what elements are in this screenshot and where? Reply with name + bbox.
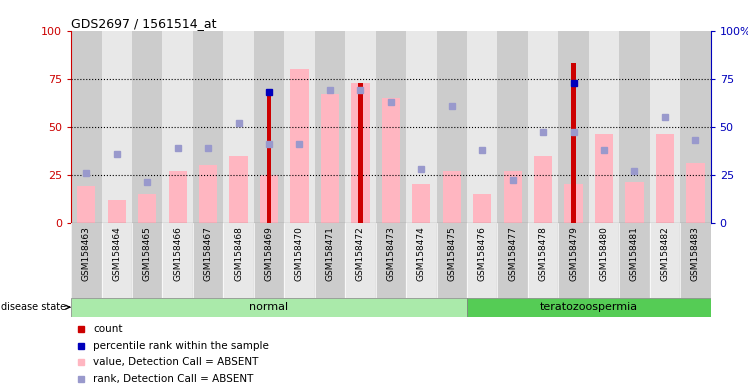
Bar: [108, 200, 126, 223]
Bar: [589, 31, 619, 223]
Bar: [352, 83, 370, 223]
Bar: [284, 223, 315, 298]
Text: GSM158464: GSM158464: [112, 227, 121, 281]
Bar: [503, 171, 522, 223]
Text: GSM158482: GSM158482: [660, 227, 669, 281]
Bar: [315, 31, 345, 223]
Bar: [497, 223, 528, 298]
Bar: [260, 175, 278, 223]
Text: GSM158470: GSM158470: [295, 227, 304, 281]
Text: GSM158469: GSM158469: [265, 227, 274, 281]
Bar: [589, 223, 619, 298]
Bar: [686, 163, 705, 223]
Text: GDS2697 / 1561514_at: GDS2697 / 1561514_at: [71, 17, 217, 30]
Text: normal: normal: [249, 302, 289, 312]
Text: value, Detection Call = ABSENT: value, Detection Call = ABSENT: [94, 358, 259, 367]
Bar: [437, 223, 467, 298]
Text: count: count: [94, 324, 123, 334]
Text: GSM158474: GSM158474: [417, 227, 426, 281]
Bar: [224, 31, 254, 223]
Bar: [565, 184, 583, 223]
Text: GSM158472: GSM158472: [356, 227, 365, 281]
Bar: [412, 184, 430, 223]
Bar: [406, 31, 437, 223]
Text: GSM158475: GSM158475: [447, 227, 456, 281]
Bar: [571, 63, 576, 223]
Bar: [71, 298, 467, 317]
Bar: [375, 223, 406, 298]
Bar: [625, 182, 643, 223]
Bar: [321, 94, 339, 223]
Bar: [467, 31, 497, 223]
Bar: [656, 134, 674, 223]
Bar: [345, 31, 375, 223]
Bar: [102, 31, 132, 223]
Text: GSM158467: GSM158467: [203, 227, 212, 281]
Bar: [473, 194, 491, 223]
Text: GSM158477: GSM158477: [508, 227, 517, 281]
Bar: [619, 223, 650, 298]
Text: teratozoospermia: teratozoospermia: [540, 302, 638, 312]
Bar: [77, 186, 96, 223]
Bar: [138, 194, 156, 223]
Bar: [230, 156, 248, 223]
Bar: [290, 69, 309, 223]
Bar: [534, 156, 552, 223]
Bar: [467, 298, 711, 317]
Text: GSM158468: GSM158468: [234, 227, 243, 281]
Bar: [102, 223, 132, 298]
Bar: [162, 31, 193, 223]
Bar: [595, 134, 613, 223]
Bar: [254, 31, 284, 223]
Bar: [71, 223, 102, 298]
Bar: [443, 171, 461, 223]
Bar: [168, 171, 187, 223]
Text: GSM158483: GSM158483: [691, 227, 700, 281]
Bar: [406, 223, 437, 298]
Bar: [193, 31, 224, 223]
Bar: [437, 31, 467, 223]
Bar: [132, 31, 162, 223]
Text: GSM158473: GSM158473: [386, 227, 396, 281]
Bar: [132, 223, 162, 298]
Bar: [375, 31, 406, 223]
Bar: [193, 223, 224, 298]
Bar: [71, 31, 102, 223]
Text: GSM158466: GSM158466: [173, 227, 183, 281]
Bar: [680, 31, 711, 223]
Text: disease state: disease state: [1, 302, 70, 312]
Text: GSM158471: GSM158471: [325, 227, 334, 281]
Bar: [358, 83, 363, 223]
Text: GSM158478: GSM158478: [539, 227, 548, 281]
Bar: [467, 223, 497, 298]
Bar: [199, 165, 217, 223]
Bar: [680, 223, 711, 298]
Bar: [381, 98, 400, 223]
Bar: [528, 223, 558, 298]
Text: GSM158481: GSM158481: [630, 227, 639, 281]
Bar: [650, 31, 680, 223]
Text: percentile rank within the sample: percentile rank within the sample: [94, 341, 269, 351]
Text: GSM158480: GSM158480: [599, 227, 609, 281]
Text: GSM158476: GSM158476: [478, 227, 487, 281]
Text: GSM158465: GSM158465: [143, 227, 152, 281]
Bar: [650, 223, 680, 298]
Bar: [528, 31, 558, 223]
Bar: [254, 223, 284, 298]
Bar: [284, 31, 315, 223]
Bar: [224, 223, 254, 298]
Text: GSM158463: GSM158463: [82, 227, 91, 281]
Bar: [558, 223, 589, 298]
Bar: [619, 31, 650, 223]
Bar: [267, 92, 272, 223]
Bar: [345, 223, 375, 298]
Bar: [497, 31, 528, 223]
Bar: [162, 223, 193, 298]
Text: rank, Detection Call = ABSENT: rank, Detection Call = ABSENT: [94, 374, 254, 384]
Bar: [315, 223, 345, 298]
Text: GSM158479: GSM158479: [569, 227, 578, 281]
Bar: [558, 31, 589, 223]
